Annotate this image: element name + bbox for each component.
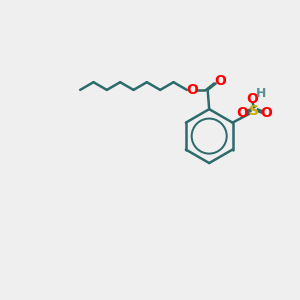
Text: O: O xyxy=(214,74,226,88)
Text: O: O xyxy=(236,106,248,120)
Text: O: O xyxy=(186,83,198,97)
Text: O: O xyxy=(260,106,272,120)
Text: O: O xyxy=(247,92,259,106)
Text: H: H xyxy=(256,87,266,100)
Text: S: S xyxy=(249,104,259,118)
